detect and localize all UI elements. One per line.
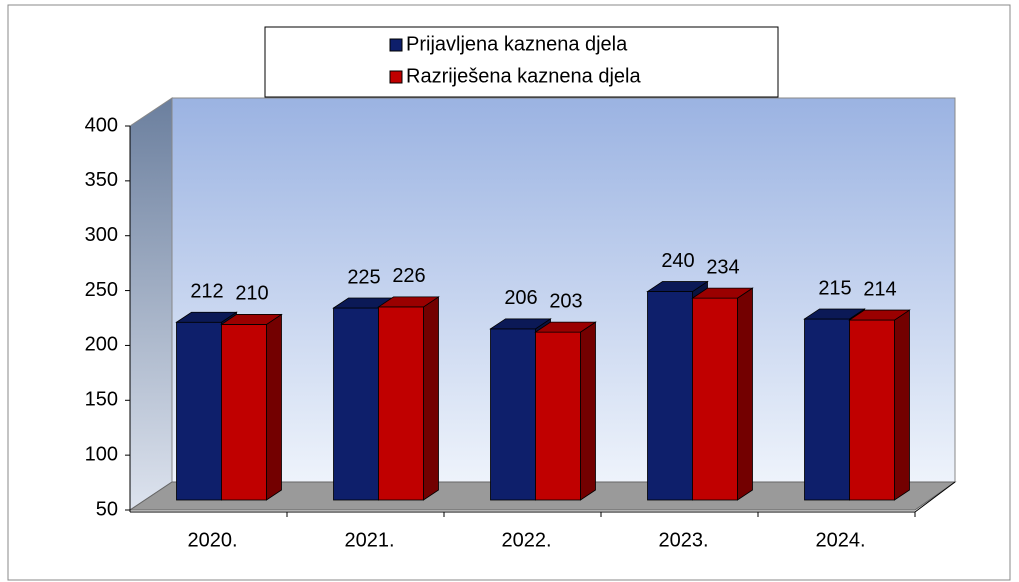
bar-front — [804, 318, 850, 501]
bar-top — [489, 318, 552, 330]
bar-side — [580, 321, 596, 501]
bar-front — [333, 307, 379, 501]
bar-top — [803, 308, 866, 320]
bar-front — [378, 306, 424, 501]
bar-top — [848, 309, 911, 321]
y-tick-label: 300 — [85, 224, 118, 246]
data-label: 214 — [863, 278, 896, 300]
bar-front — [692, 297, 738, 501]
bar-top — [220, 314, 283, 325]
data-label: 226 — [392, 265, 425, 287]
legend — [264, 26, 779, 98]
legend-swatch — [389, 70, 403, 84]
data-label: 225 — [347, 266, 380, 288]
x-tick-label: 2022. — [501, 529, 551, 551]
frame — [7, 4, 1011, 581]
data-label: 203 — [549, 290, 582, 312]
data-label: 215 — [818, 277, 851, 299]
bar-front — [535, 331, 581, 501]
x-tick-label: 2024. — [815, 529, 865, 551]
legend-swatch — [389, 38, 403, 52]
bar-front — [221, 324, 267, 501]
x-tick-label: 2020. — [187, 529, 237, 551]
bar-front — [647, 291, 693, 501]
legend-label: Razriješena kaznena djela — [406, 65, 641, 87]
y-tick-label: 350 — [85, 169, 118, 191]
legend-label: Prijavljena kaznena djela — [406, 33, 628, 55]
side-wall — [129, 97, 173, 511]
x-axis-depth — [914, 481, 956, 513]
bar-top — [646, 281, 709, 292]
data-label: 240 — [661, 250, 694, 272]
bar-front — [490, 328, 536, 501]
bar-side — [737, 287, 753, 501]
bar-front — [176, 321, 222, 501]
data-label: 212 — [190, 281, 223, 303]
y-tick-label: 400 — [85, 114, 118, 136]
y-tick-label: 250 — [85, 279, 118, 301]
data-label: 234 — [706, 256, 739, 278]
bar-front — [849, 319, 895, 501]
bar-top — [691, 287, 754, 299]
data-label: 210 — [235, 283, 268, 305]
bar-top — [377, 296, 440, 308]
y-tick-label: 150 — [85, 389, 118, 411]
y-tick-label: 100 — [85, 443, 118, 465]
bar-side — [423, 296, 439, 501]
y-tick-label: 50 — [96, 498, 118, 520]
bar-top — [534, 321, 597, 333]
bar-side — [266, 313, 282, 501]
y-tick-label: 200 — [85, 334, 118, 356]
x-tick-label: 2021. — [344, 529, 394, 551]
x-tick-label: 2023. — [658, 529, 708, 551]
bar-top — [175, 311, 238, 323]
data-label: 206 — [504, 287, 537, 309]
bar-side — [894, 309, 910, 501]
